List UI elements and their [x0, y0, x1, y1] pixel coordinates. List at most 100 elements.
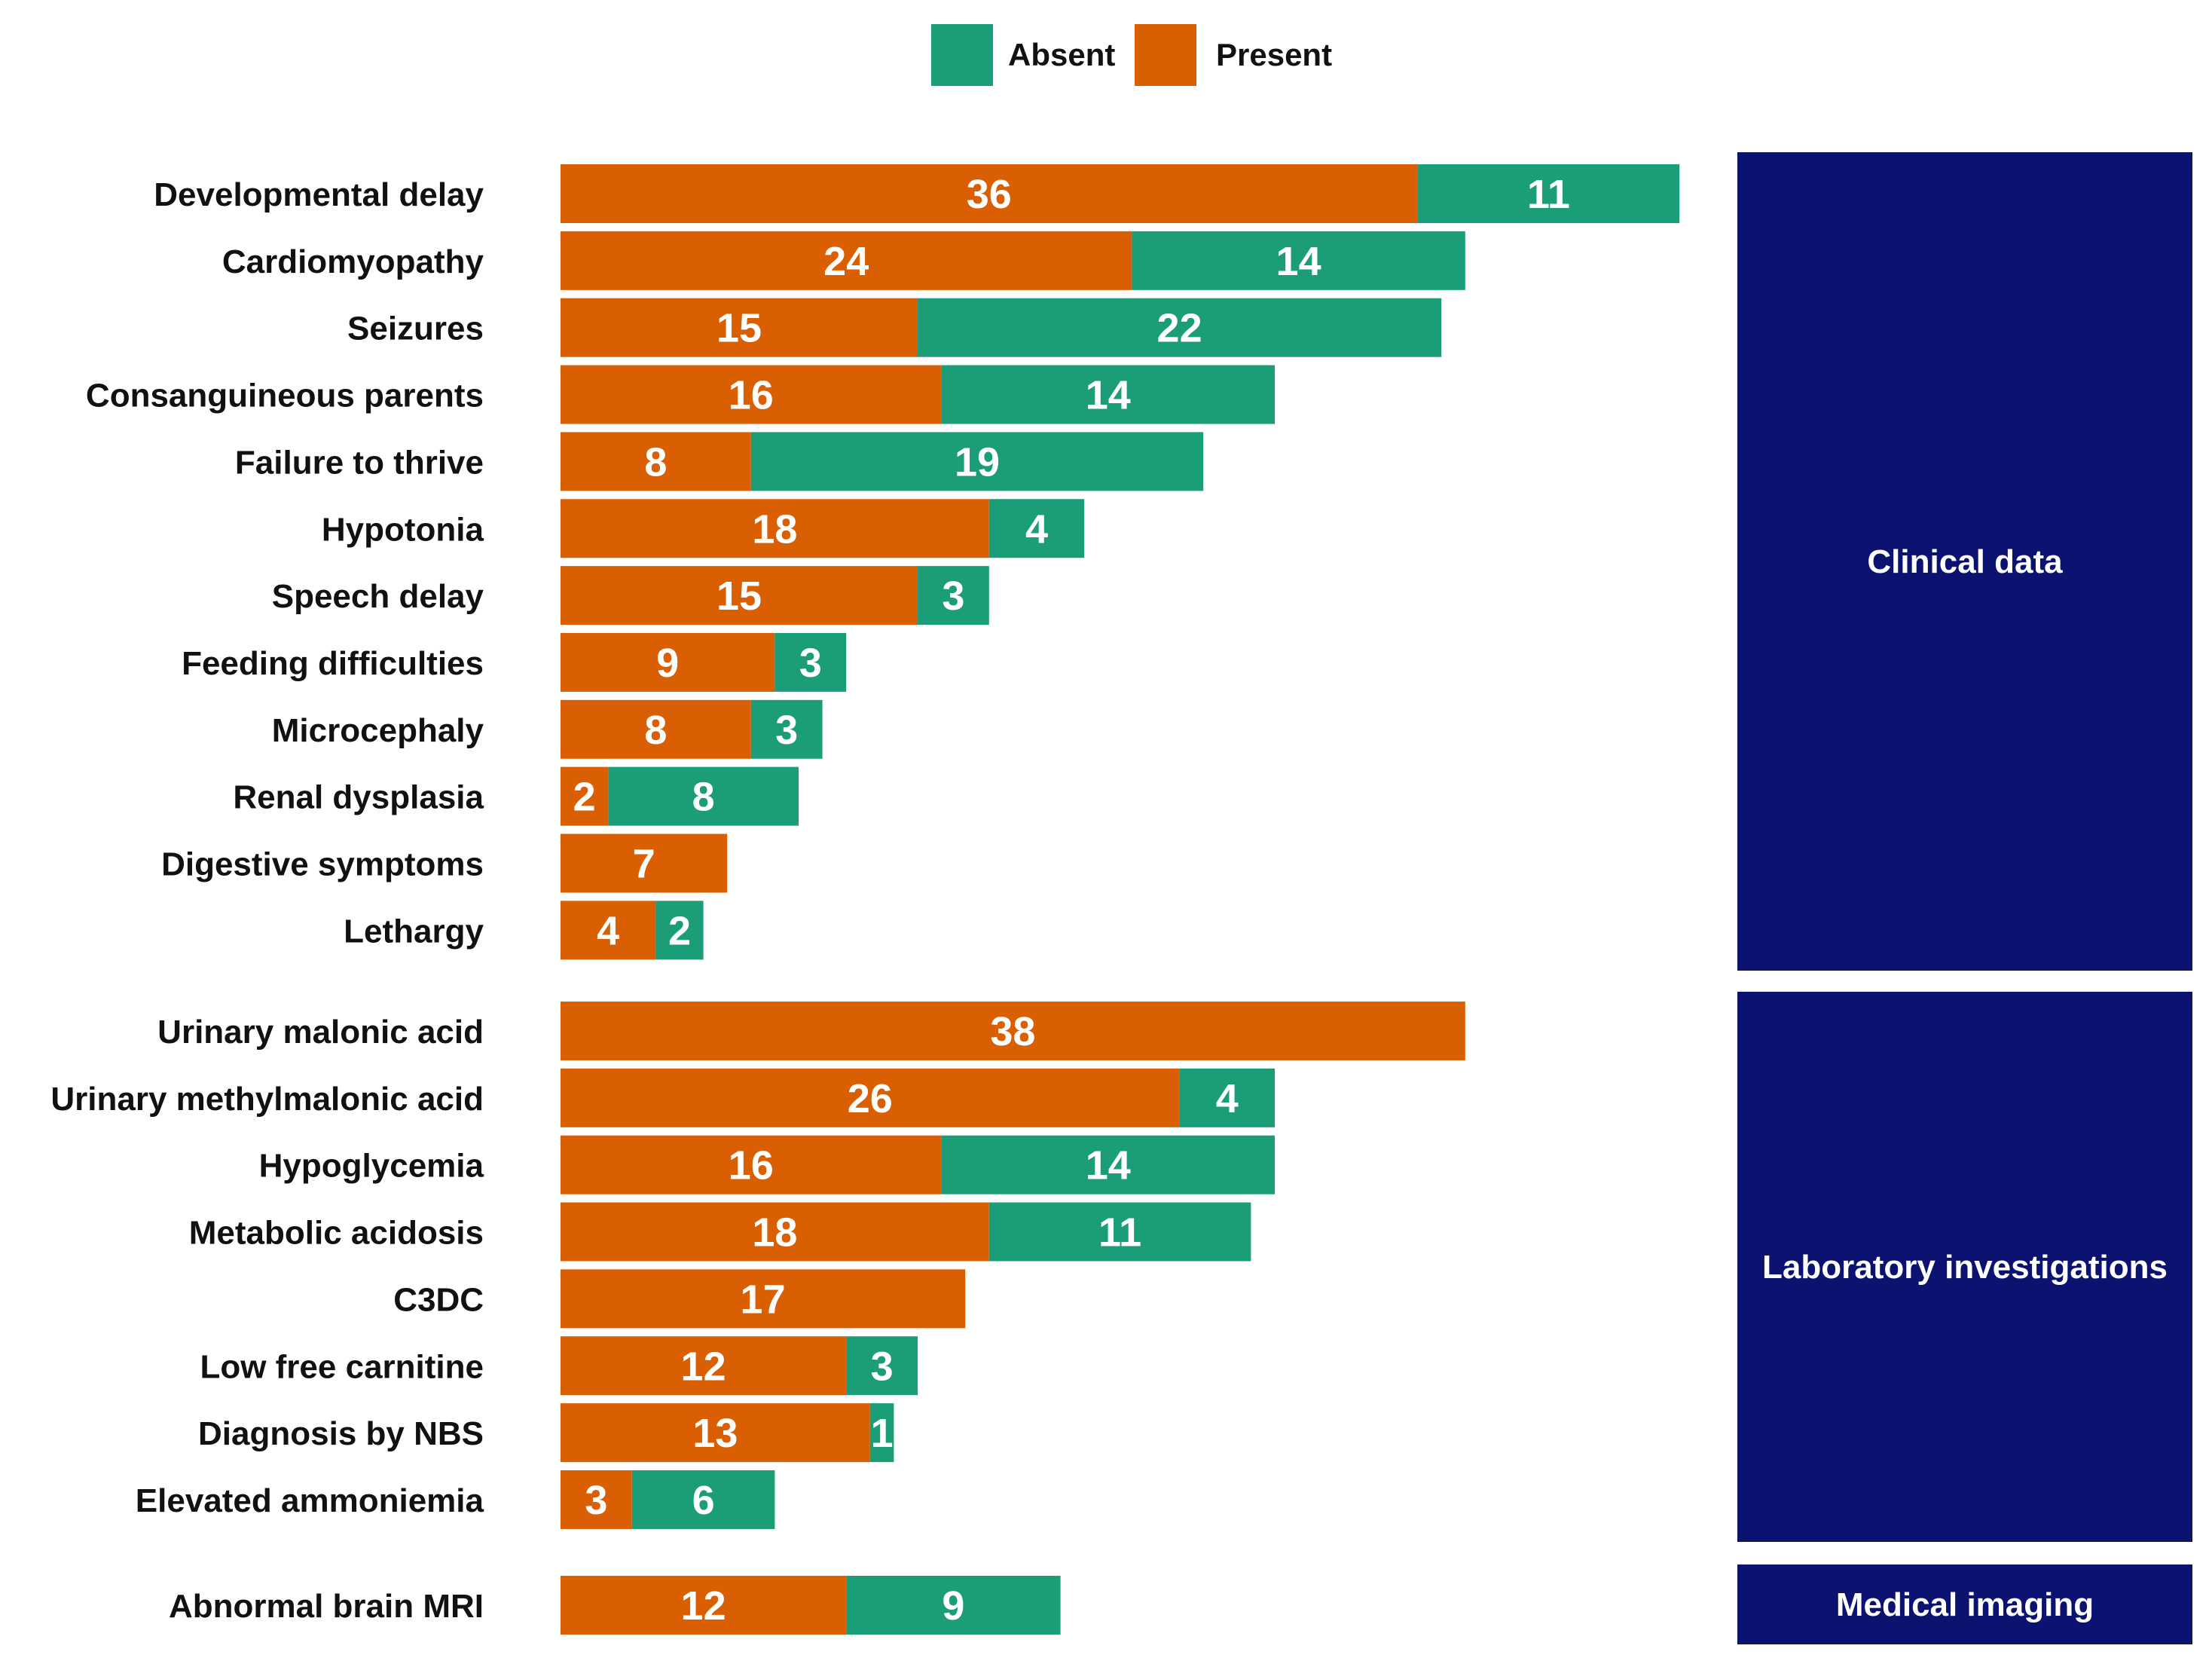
value-label-absent-feeding-difficulties: 3: [799, 641, 822, 686]
bar-absent-urinary-methylmalonic-acid: [1179, 1068, 1275, 1127]
category-labels: Developmental delay Cardiomyopathy Seizure…: [50, 176, 484, 1625]
value-label-absent-cardiomyopathy: 14: [1276, 239, 1321, 284]
value-label-present-metabolic-acidosis: 18: [752, 1210, 797, 1256]
bar-absent-hypotonia: [988, 499, 1085, 558]
group-panel-clinical-data: [1737, 152, 2192, 971]
value-label-present-failure-to-thrive: 8: [644, 439, 667, 485]
category-label-failure-to-thrive: Failure to thrive: [235, 444, 484, 481]
bar-present-renal-dysplasia: [561, 766, 609, 826]
category-label-hypoglycemia: Hypoglycemia: [259, 1148, 484, 1185]
category-label-seizures: Seizures: [347, 310, 484, 347]
category-label-abnormal-brain-mri: Abnormal brain MRI: [169, 1588, 484, 1625]
bar-absent-consanguineous-parents: [941, 365, 1275, 424]
category-label-urinary-malonic-acid: Urinary malonic acid: [157, 1014, 484, 1051]
category-label-elevated-ammoniemia: Elevated ammoniemia: [136, 1482, 484, 1519]
value-label-present-seizures: 15: [716, 306, 762, 351]
value-label-absent-diagnosis-by-nbs: 1: [871, 1411, 894, 1456]
bar-present-abnormal-brain-mri: [561, 1576, 847, 1635]
value-label-present-hypoglycemia: 16: [729, 1143, 774, 1188]
bar-present-digestive-symptoms: [561, 833, 728, 893]
bar-present-low-free-carnitine: [561, 1336, 847, 1396]
value-label-absent-hypotonia: 4: [1025, 506, 1048, 552]
value-label-absent-consanguineous-parents: 14: [1086, 373, 1131, 418]
bar-absent-renal-dysplasia: [608, 766, 799, 826]
value-label-present-consanguineous-parents: 16: [729, 373, 774, 418]
value-label-present-digestive-symptoms: 7: [633, 842, 655, 887]
bar-present-hypoglycemia: [561, 1135, 942, 1194]
value-label-absent-elevated-ammoniemia: 6: [692, 1478, 715, 1523]
group-panels: Clinical data Laboratory investigations Me…: [1737, 152, 2192, 1644]
category-label-urinary-methylmalonic-acid: Urinary methylmalonic acid: [50, 1081, 484, 1118]
bar-present-metabolic-acidosis: [561, 1202, 989, 1262]
legend-swatch-absent: [931, 24, 993, 86]
bar-absent-elevated-ammoniemia: [631, 1470, 775, 1529]
value-label-absent-speech-delay: 3: [942, 573, 964, 619]
group-label-laboratory-investigations: Laboratory investigations: [1762, 1249, 2168, 1286]
value-label-present-developmental-delay: 36: [967, 172, 1012, 217]
bar-absent-diagnosis-by-nbs: [869, 1403, 894, 1463]
value-label-absent-abnormal-brain-mri: 9: [942, 1583, 964, 1629]
value-label-absent-metabolic-acidosis: 11: [1098, 1210, 1141, 1256]
value-label-present-cardiomyopathy: 24: [823, 239, 869, 284]
legend-label-absent: Absent: [1008, 37, 1115, 72]
category-label-lethargy: Lethargy: [344, 913, 484, 950]
bar-absent-abnormal-brain-mri: [846, 1576, 1061, 1635]
value-label-present-lethargy: 4: [597, 908, 619, 953]
value-label-present-low-free-carnitine: 12: [681, 1344, 726, 1389]
bar-present-speech-delay: [561, 566, 918, 625]
bar-absent-microcephaly: [750, 699, 823, 759]
value-label-present-abnormal-brain-mri: 12: [681, 1583, 726, 1629]
category-label-low-free-carnitine: Low free carnitine: [200, 1348, 484, 1385]
bar-absent-low-free-carnitine: [846, 1336, 918, 1396]
legend: Absent Present: [931, 24, 1332, 86]
value-label-absent-failure-to-thrive: 19: [955, 439, 1000, 485]
bar-present-microcephaly: [561, 699, 751, 759]
category-label-metabolic-acidosis: Metabolic acidosis: [189, 1215, 484, 1252]
value-label-present-elevated-ammoniemia: 3: [585, 1478, 607, 1523]
bar-present-lethargy: [561, 901, 656, 960]
category-label-microcephaly: Microcephaly: [272, 712, 484, 749]
value-label-present-speech-delay: 15: [716, 573, 762, 619]
category-label-c3dc: C3DC: [393, 1281, 484, 1318]
bar-absent-hypoglycemia: [941, 1135, 1275, 1194]
value-label-absent-hypoglycemia: 14: [1086, 1143, 1131, 1188]
bar-present-diagnosis-by-nbs: [561, 1403, 870, 1463]
category-label-hypotonia: Hypotonia: [322, 511, 484, 548]
value-label-absent-microcephaly: 3: [775, 708, 798, 753]
category-label-digestive-symptoms: Digestive symptoms: [161, 846, 484, 883]
value-label-absent-lethargy: 2: [668, 908, 691, 953]
bar-absent-metabolic-acidosis: [988, 1202, 1251, 1262]
value-label-present-urinary-malonic-acid: 38: [990, 1009, 1035, 1054]
group-panel-laboratory-investigations: [1737, 992, 2192, 1542]
bar-absent-developmental-delay: [1417, 164, 1680, 223]
category-label-consanguineous-parents: Consanguineous parents: [86, 378, 484, 414]
bar-present-cardiomyopathy: [561, 231, 1132, 290]
bar-absent-failure-to-thrive: [750, 432, 1204, 491]
bar-absent-lethargy: [655, 901, 704, 960]
bar-absent-seizures: [918, 298, 1442, 357]
value-label-present-feeding-difficulties: 9: [656, 641, 679, 686]
bar-present-c3dc: [561, 1269, 966, 1329]
bar-present-developmental-delay: [561, 164, 1418, 223]
value-label-present-diagnosis-by-nbs: 13: [692, 1411, 738, 1456]
group-panel-medical-imaging: [1737, 1564, 2192, 1644]
bar-absent-feeding-difficulties: [775, 632, 847, 692]
category-label-cardiomyopathy: Cardiomyopathy: [222, 243, 484, 280]
category-label-speech-delay: Speech delay: [272, 578, 484, 615]
value-label-present-microcephaly: 8: [644, 708, 667, 753]
bar-present-urinary-malonic-acid: [561, 1002, 1465, 1060]
value-label-absent-developmental-delay: 11: [1527, 172, 1570, 217]
bar-present-urinary-methylmalonic-acid: [561, 1068, 1180, 1127]
group-label-medical-imaging: Medical imaging: [1836, 1586, 2094, 1623]
value-label-present-urinary-methylmalonic-acid: 26: [848, 1076, 893, 1121]
legend-label-present: Present: [1216, 37, 1332, 72]
value-label-absent-urinary-methylmalonic-acid: 4: [1216, 1076, 1239, 1121]
value-label-absent-seizures: 22: [1157, 306, 1202, 351]
legend-swatch-present: [1135, 24, 1196, 86]
bar-present-seizures: [561, 298, 918, 357]
category-label-renal-dysplasia: Renal dysplasia: [233, 779, 484, 816]
bar-present-consanguineous-parents: [561, 365, 942, 424]
bar-present-failure-to-thrive: [561, 432, 751, 491]
value-label-present-hypotonia: 18: [752, 506, 797, 552]
